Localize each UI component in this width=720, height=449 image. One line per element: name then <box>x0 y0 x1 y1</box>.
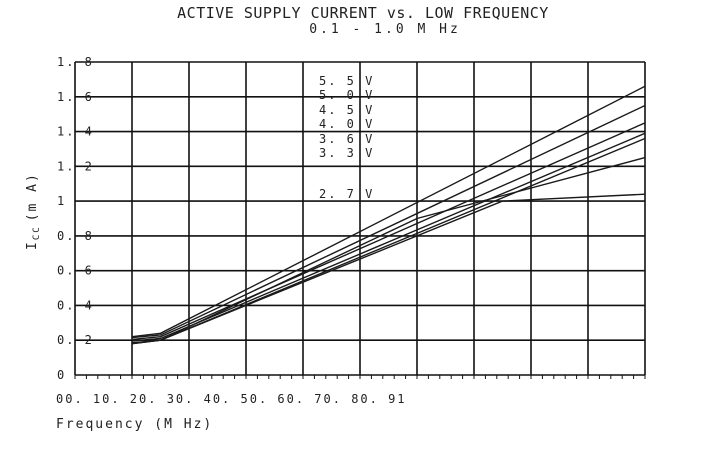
series-label: 2. 7 V <box>319 187 374 201</box>
series-line <box>131 104 646 339</box>
y-tick-labels: 0 0. 2 0. 4 0. 6 0. 8 1 1. 2 1. 4 1. 6 1. 8 <box>57 55 94 382</box>
series-line <box>131 132 646 342</box>
svg-text:ICC(m A): ICC (m A) <box>25 172 42 250</box>
chart-title: ACTIVE SUPPLY CURRENT vs. LOW FREQUENCY <box>177 4 549 22</box>
y-axis-label-sub: CC <box>32 225 42 240</box>
y-tick-label: 1. 2 <box>57 159 94 173</box>
y-tick-label: 1. 8 <box>57 55 94 69</box>
series-line <box>131 193 646 345</box>
series-label: 4. 5 V <box>319 103 374 117</box>
chart-subtitle: 0.1 - 1.0 M Hz <box>309 22 461 37</box>
plot-grid <box>74 61 646 379</box>
series-labels: 5. 5 V5. 0 V4. 5 V4. 0 V3. 6 V3. 3 V 2. 7… <box>319 74 374 201</box>
series-label: 3. 3 V <box>319 146 374 160</box>
y-axis-label: ICC (m A) <box>25 172 42 250</box>
series-label: 5. 5 V <box>319 74 374 88</box>
y-axis-label-main: I <box>25 240 40 250</box>
y-tick-label: 1. 6 <box>57 90 94 104</box>
series-lines <box>131 85 646 345</box>
y-tick-label: 0. 6 <box>57 264 94 278</box>
y-axis-label-unit: (m A) <box>25 172 40 221</box>
y-tick-label: 0. 8 <box>57 229 94 243</box>
y-tick-label: 1. 4 <box>57 125 94 139</box>
series-line <box>131 122 646 341</box>
y-tick-label: 1 <box>57 194 66 208</box>
series-label: 4. 0 V <box>319 117 374 131</box>
series-line <box>131 85 646 338</box>
x-tick-labels: 00. 10. 20. 30. 40. 50. 60. 70. 80. 91 <box>56 392 407 406</box>
y-tick-label: 0 <box>57 368 66 382</box>
series-label: 5. 0 V <box>319 88 374 102</box>
y-tick-label: 0. 2 <box>57 333 94 347</box>
x-axis-label: Frequency (M Hz) <box>56 417 213 432</box>
series-label: 3. 6 V <box>319 132 374 146</box>
y-tick-label: 0. 4 <box>57 298 94 312</box>
